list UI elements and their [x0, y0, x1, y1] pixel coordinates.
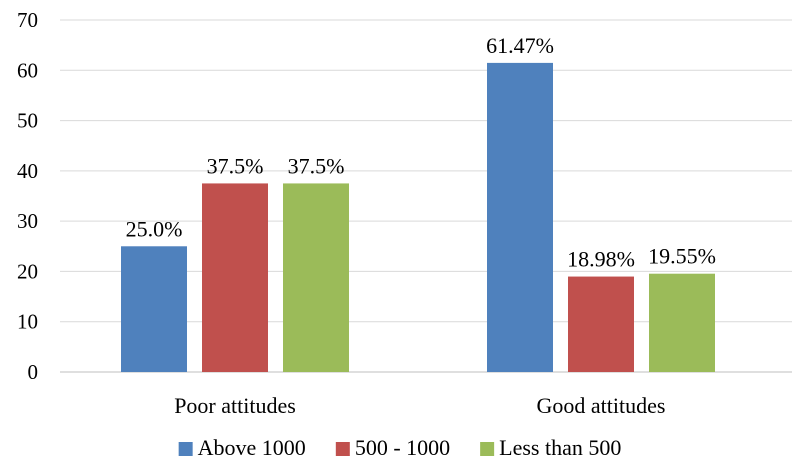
- y-tick-label: 20: [17, 259, 38, 283]
- bar-3-1: [283, 183, 349, 372]
- category-label: Poor attitudes: [174, 393, 296, 418]
- bars: [121, 62, 715, 373]
- y-tick-label: 50: [17, 109, 38, 133]
- bar-1-2: [487, 62, 553, 373]
- bar-3-2: [649, 273, 715, 372]
- legend-item: Less than 500: [480, 435, 621, 460]
- bar-2-2: [568, 276, 634, 372]
- legend-item: 500 - 1000: [335, 435, 450, 460]
- data-label: 37.5%: [207, 153, 264, 178]
- legend-item: Above 1000: [178, 435, 306, 460]
- data-label: 18.98%: [567, 247, 635, 272]
- y-tick-label: 10: [17, 310, 38, 334]
- legend-label: 500 - 1000: [355, 435, 450, 460]
- category-label: Good attitudes: [537, 393, 666, 418]
- legend-swatch: [335, 442, 350, 456]
- bar-1-1: [121, 246, 187, 372]
- data-labels: 25.0% 37.5% 37.5% 61.47% 18.98% 19.55%: [126, 33, 716, 272]
- x-axis-categories: Poor attitudes Good attitudes: [174, 393, 665, 418]
- y-tick-label: 30: [17, 209, 38, 233]
- y-axis-ticks: 0 10 20 30 40 50 60 70: [17, 8, 38, 384]
- legend: Above 1000 500 - 1000 Less than 500: [178, 435, 621, 460]
- legend-swatch: [480, 442, 495, 456]
- data-label: 61.47%: [486, 33, 554, 58]
- legend-swatch: [178, 442, 193, 456]
- data-label: 19.55%: [648, 244, 716, 269]
- y-tick-label: 0: [28, 360, 39, 384]
- data-label: 37.5%: [288, 153, 345, 178]
- y-tick-label: 40: [17, 159, 38, 183]
- y-tick-label: 70: [17, 8, 38, 32]
- data-label: 25.0%: [126, 216, 183, 241]
- legend-label: Less than 500: [499, 435, 621, 460]
- bar-2-1: [202, 183, 268, 372]
- legend-label: Above 1000: [198, 435, 306, 460]
- y-tick-label: 60: [17, 58, 38, 82]
